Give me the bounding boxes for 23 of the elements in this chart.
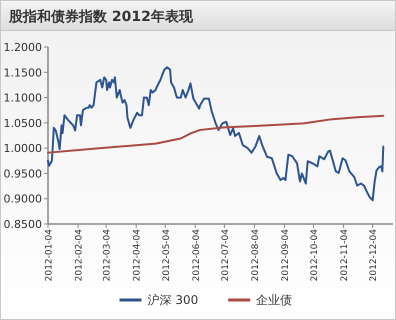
y-tick-label: 0.9500 (4, 167, 42, 180)
x-tick-label: 2012-01-04 (44, 228, 54, 282)
x-tick-label: 2012-06-04 (192, 228, 202, 282)
y-tick-label: 1.1000 (4, 92, 42, 105)
y-tick-label: 0.9000 (4, 192, 42, 206)
x-tick-label: 2012-10-04 (310, 228, 320, 282)
y-tick-label: 1.0500 (4, 116, 42, 130)
x-tick-label: 2012-02-04 (74, 228, 85, 282)
y-tick-label: 1.0000 (4, 142, 42, 156)
x-tick-label: 2012-04-04 (132, 228, 143, 282)
y-tick-label: 1.2000 (4, 41, 42, 54)
title: 股指和债券指数 2012年表现 (9, 9, 193, 25)
x-tick-label: 2012-11-04 (340, 228, 350, 282)
y-tick-label: 1.1500 (4, 66, 42, 80)
x-tick-label: 2012-07-04 (220, 228, 231, 282)
x-tick-label: 2012-03-04 (102, 228, 113, 282)
x-tick-label: 2012-05-04 (162, 228, 172, 282)
y-tick-label: 0.8500 (4, 218, 42, 231)
x-tick-label: 2012-12-04 (369, 228, 380, 282)
legend-label: 企业债 (256, 293, 292, 307)
x-tick-label: 2012-09-04 (280, 228, 291, 282)
legend-label: 沪深 300 (148, 293, 198, 307)
x-tick-label: 2012-08-04 (250, 228, 261, 282)
